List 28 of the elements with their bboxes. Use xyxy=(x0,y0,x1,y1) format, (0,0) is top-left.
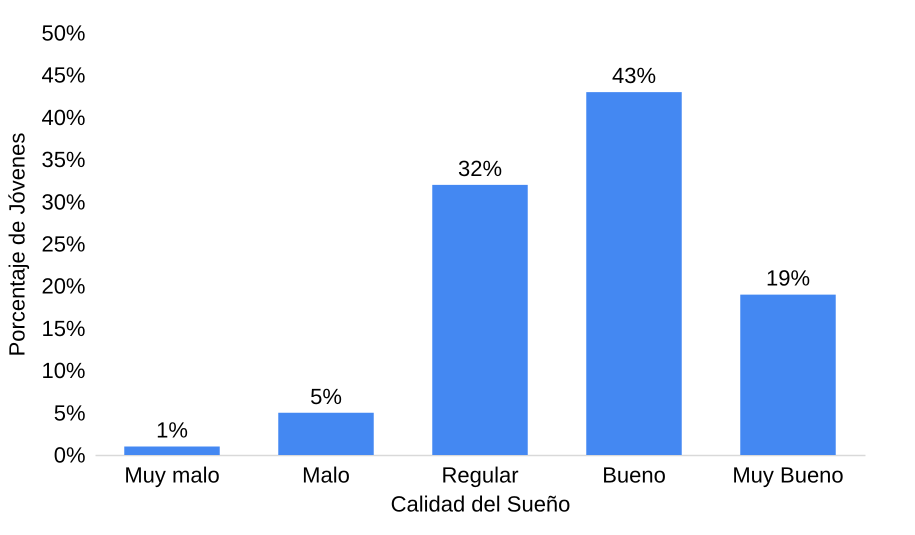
data-label: 5% xyxy=(310,384,342,409)
data-label: 1% xyxy=(156,418,188,443)
x-tick-label: Muy Bueno xyxy=(732,462,844,488)
y-tick-label: 0% xyxy=(54,442,86,468)
bar xyxy=(278,412,374,455)
bar xyxy=(586,92,682,455)
x-axis-title: Calidad del Sueño xyxy=(390,492,570,516)
y-tick-label: 45% xyxy=(41,62,86,88)
y-tick-label: 25% xyxy=(41,232,86,256)
bar xyxy=(124,446,220,455)
data-label: 43% xyxy=(612,63,656,88)
y-tick-label: 20% xyxy=(41,274,86,299)
x-tick-label: Muy malo xyxy=(124,462,220,488)
bar xyxy=(740,294,836,455)
data-label: 19% xyxy=(766,266,810,291)
y-tick-label: 10% xyxy=(41,358,86,384)
x-tick-label: Bueno xyxy=(602,462,666,488)
y-tick-label: 15% xyxy=(41,316,86,341)
x-tick-label: Regular xyxy=(441,462,519,488)
y-axis-title: Porcentaje de Jóvenes xyxy=(4,132,30,356)
y-tick-label: 5% xyxy=(54,400,86,426)
y-tick-label: 30% xyxy=(41,189,86,214)
bar xyxy=(432,184,528,455)
data-label: 32% xyxy=(458,156,502,181)
y-tick-label: 50% xyxy=(41,20,86,46)
x-tick-label: Malo xyxy=(302,462,350,488)
y-tick-label: 35% xyxy=(41,147,86,172)
y-tick-label: 40% xyxy=(41,104,86,130)
